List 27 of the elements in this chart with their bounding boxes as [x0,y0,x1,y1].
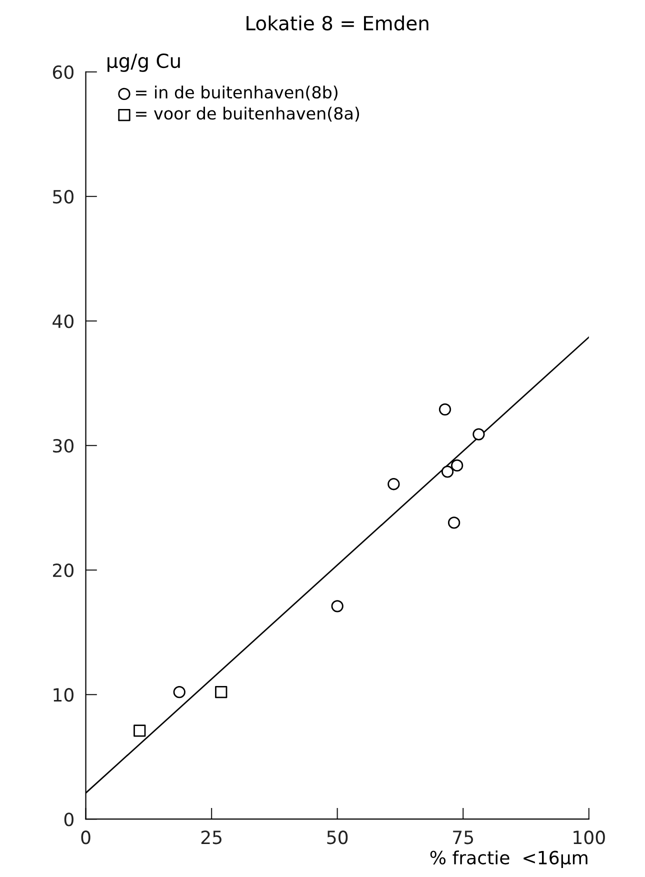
x-tick-label: 50 [327,830,348,844]
point [331,600,344,612]
point [472,428,485,440]
point [134,724,146,737]
chart-title: Lokatie 8 = Emden [246,15,428,31]
y-tick-label: 30 [53,438,74,453]
point [448,516,460,529]
legend-label: = voor de buitenhaven(8a) [136,106,360,122]
x-axis-title: % fractie <16µm [430,850,588,868]
y-tick-label: 60 [52,65,74,80]
legend-label: = in de buitenhaven(8b) [136,86,338,101]
y-tick-label: 20 [53,564,74,578]
y-tick-label: 50 [53,190,74,204]
x-tick-label: 100 [574,830,605,844]
point [438,403,452,416]
point [451,459,464,472]
point [441,466,454,478]
y-tick-label: 40 [52,314,74,328]
x-tick-label: 25 [201,830,222,844]
point [173,686,186,698]
point [388,478,400,490]
x-tick-label: 0 [81,830,90,844]
y-axis-title: µg/g Cu [108,53,180,72]
y-tick-label: 0 [64,812,74,826]
point [215,686,228,698]
x-tick-label: 75 [453,830,474,844]
y-tick-label: 10 [54,688,74,702]
